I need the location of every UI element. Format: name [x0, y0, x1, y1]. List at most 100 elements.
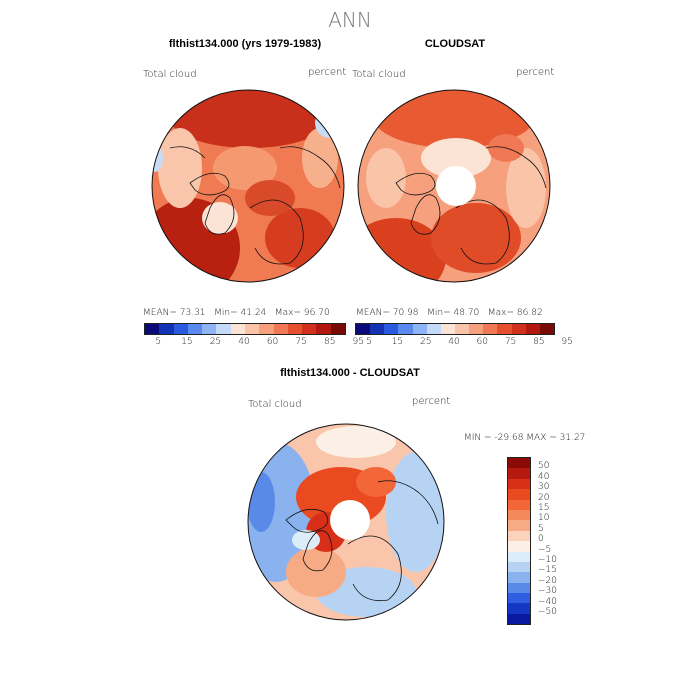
- panel3-colorbar-swatch: [508, 593, 530, 604]
- panel2-colorbar-swatch: [398, 324, 413, 334]
- panel3-colorbar-tick-label: 5: [538, 523, 544, 534]
- panel2-colorbar-tick-label: 75: [504, 337, 517, 347]
- panel2-colorbar-tick-label: 95: [561, 337, 573, 347]
- panel2-colorbar: [355, 323, 555, 335]
- panel1-colorbar-swatch: [302, 324, 317, 334]
- panel1-colorbar-swatch: [244, 324, 260, 334]
- panel1-colorbar-swatch: [216, 324, 231, 334]
- panel3-colorbar-swatch: [508, 520, 530, 531]
- panel3-colorbar-swatch: [508, 551, 530, 562]
- panel3-colorbar: [507, 457, 531, 626]
- panel3-heading: flthist134.000 - CLOUDSAT: [280, 367, 420, 379]
- panel3-colorbar-tick-label: −30: [538, 586, 557, 597]
- panel3-colorbar-swatch: [508, 561, 530, 573]
- panel2-colorbar-swatch: [454, 324, 470, 334]
- panel3-colorbar-tick-label: −15: [538, 565, 557, 576]
- panel3-units-label: percent: [412, 396, 451, 407]
- panel1-colorbar-labels: 5 15 25 40 60 75 85 95: [144, 337, 364, 349]
- panel3-colorbar-tick-label: 20: [538, 492, 550, 503]
- panel2-polar-map: [357, 89, 551, 283]
- panel3-colorbar-tick-label: 50: [538, 461, 550, 472]
- panel1-colorbar-tick-label: 95: [352, 337, 365, 347]
- panel3-colorbar-swatch: [508, 499, 530, 510]
- panel1-colorbar-swatch: [287, 324, 303, 334]
- panel2-colorbar-swatch: [525, 324, 540, 334]
- panel3-colorbar-swatch: [508, 572, 530, 583]
- panel2-colorbar-labels: 5 15 25 40 60 75 85 95: [355, 337, 573, 349]
- panel1-colorbar-tick-label: 25: [209, 337, 222, 347]
- panel1-heading: flthist134.000 (yrs 1979-1983): [168, 38, 322, 50]
- panel3-colorbar-labels: 50 40 30 20 15 10 5 0 −5 −10 −15 −20 −30 −40 −50: [538, 457, 578, 627]
- panel2-colorbar-tick-label: 60: [476, 337, 489, 347]
- panel3-colorbar-swatch: [508, 613, 530, 625]
- panel1-min: 41.24: [240, 308, 267, 318]
- panel1-variable-label: Total cloud: [143, 69, 197, 80]
- panel3-colorbar-tick-label: −40: [538, 596, 557, 607]
- panel1-colorbar-tick-label: 60: [266, 337, 279, 347]
- panel1-colorbar: [144, 323, 346, 335]
- panel3-colorbar-tick-label: −10: [538, 555, 557, 565]
- panel1-colorbar-swatch: [159, 324, 174, 334]
- panel2-variable-label: Total cloud: [352, 69, 406, 80]
- panel3-range: MIN = -29.68 MAX = 31.27: [464, 433, 586, 443]
- panel3-colorbar-swatch: [508, 468, 530, 479]
- panel3-variable-label: Total cloud: [248, 399, 302, 410]
- panel2-min: 48.70: [453, 308, 480, 318]
- panel3-polar-map: [247, 423, 445, 621]
- panel1-colorbar-tick-label: 85: [323, 337, 336, 347]
- panel2-colorbar-swatch: [497, 324, 512, 334]
- panel2-colorbar-tick-label: 5: [366, 337, 373, 347]
- panel3-colorbar-tick-label: 30: [538, 482, 550, 493]
- panel1-colorbar-swatch: [316, 324, 331, 334]
- panel1-colorbar-swatch: [145, 324, 160, 334]
- panel3-colorbar-tick-label: 15: [538, 503, 550, 513]
- panel3-colorbar-swatch: [508, 509, 530, 521]
- panel1-mean: 73.31: [179, 308, 206, 318]
- panel2-units-label: percent: [516, 67, 555, 78]
- panel1-colorbar-tick-label: 75: [295, 337, 307, 347]
- panel2-colorbar-swatch: [384, 324, 399, 334]
- panel3-colorbar-swatch: [508, 582, 530, 594]
- figure-title: ANN: [328, 8, 372, 32]
- panel3-colorbar-swatch: [508, 530, 530, 542]
- panel1-max: 96.70: [303, 308, 330, 318]
- panel2-max: 86.82: [516, 308, 543, 318]
- panel3-colorbar-swatch: [508, 489, 530, 500]
- panel1-colorbar-swatch: [330, 324, 345, 334]
- panel1-colorbar-swatch: [202, 324, 217, 334]
- panel1-units-label: percent: [308, 67, 347, 78]
- panel2-colorbar-swatch: [356, 324, 371, 334]
- panel2-colorbar-tick-label: 25: [419, 337, 432, 347]
- panel3-colorbar-tick-label: 0: [538, 534, 544, 545]
- panel2-colorbar-swatch: [440, 324, 455, 334]
- panel1-colorbar-tick-label: 15: [181, 337, 193, 347]
- panel2-colorbar-swatch: [511, 324, 526, 334]
- panel2-colorbar-swatch: [412, 324, 427, 334]
- panel2-colorbar-swatch: [483, 324, 498, 334]
- panel1-colorbar-swatch: [273, 324, 288, 334]
- panel3-colorbar-tick-label: −50: [538, 607, 557, 617]
- panel3-colorbar-tick-label: 10: [538, 513, 550, 524]
- panel1-stats: MEAN= 73.31 Min= 41.24 Max= 96.70: [143, 308, 330, 318]
- panel2-colorbar-tick-label: 40: [448, 337, 460, 347]
- panel3-colorbar-swatch: [508, 603, 530, 614]
- panel2-heading: CLOUDSAT: [424, 38, 486, 50]
- panel1-colorbar-tick-label: 5: [155, 337, 162, 347]
- panel2-colorbar-swatch: [426, 324, 441, 334]
- panel2-colorbar-swatch: [539, 324, 554, 334]
- panel2-colorbar-tick-label: 15: [391, 337, 404, 347]
- panel3-colorbar-swatch: [508, 478, 530, 490]
- panel1-colorbar-swatch: [259, 324, 274, 334]
- panel2-colorbar-swatch: [469, 324, 484, 334]
- panel3-colorbar-swatch: [508, 458, 530, 469]
- panel1-colorbar-tick-label: 40: [238, 337, 250, 347]
- panel1-polar-map: [151, 89, 345, 283]
- panel1-colorbar-swatch: [230, 324, 245, 334]
- panel3-colorbar-tick-label: −5: [538, 544, 552, 555]
- panel2-colorbar-tick-label: 85: [533, 337, 545, 347]
- panel1-colorbar-swatch: [187, 324, 203, 334]
- panel3-colorbar-tick-label: 40: [538, 471, 550, 482]
- panel2-stats: MEAN= 70.98 Min= 48.70 Max= 86.82: [356, 308, 543, 318]
- panel3-colorbar-tick-label: −20: [538, 575, 557, 586]
- panel2-colorbar-swatch: [370, 324, 385, 334]
